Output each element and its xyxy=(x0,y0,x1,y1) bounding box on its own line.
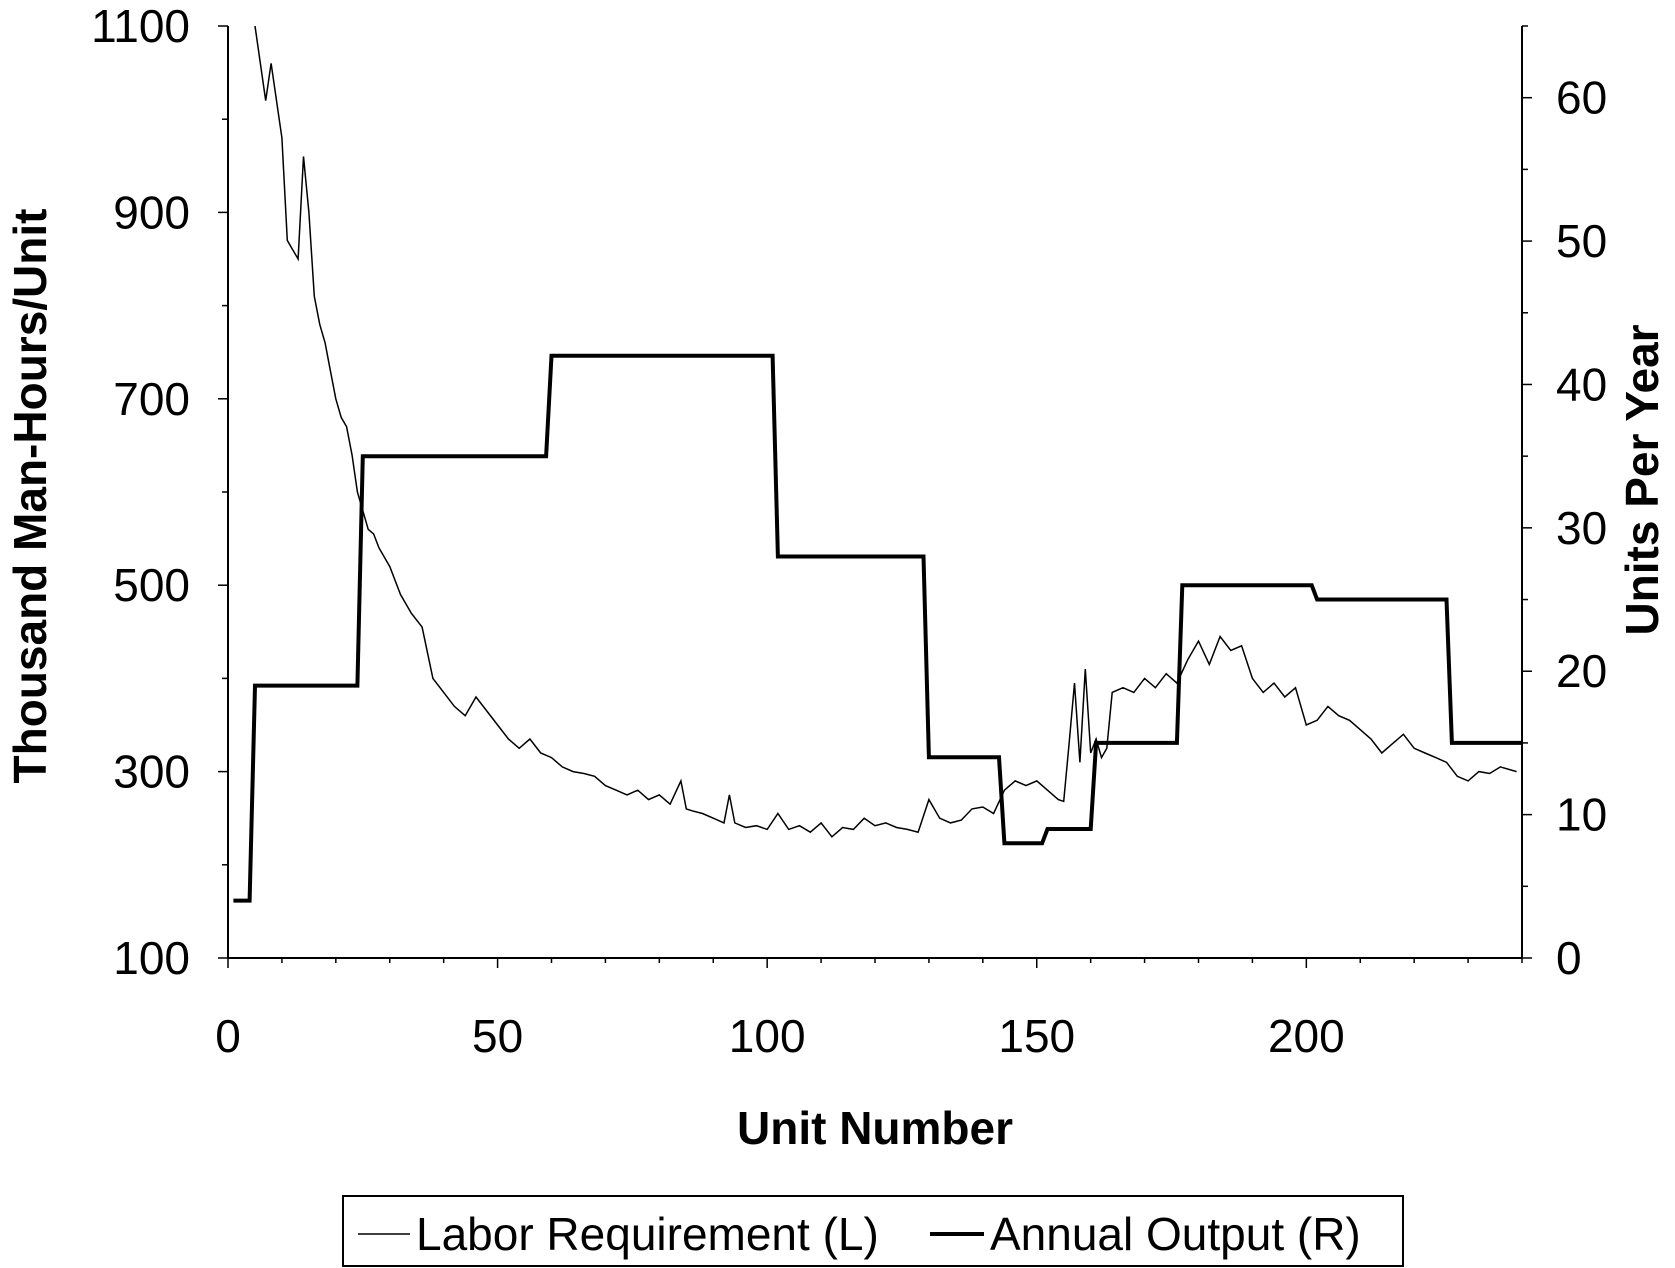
right-y-tick-label: 30 xyxy=(1556,502,1607,554)
x-axis-title: Unit Number xyxy=(737,1102,1013,1154)
left-y-tick-label: 100 xyxy=(113,932,190,984)
series-line-annual-output xyxy=(233,353,1522,903)
right-y-tick-label: 0 xyxy=(1556,932,1582,984)
series-layer xyxy=(233,25,1522,903)
legend-label-labor: Labor Requirement (L) xyxy=(416,1208,879,1260)
right-y-tick-label: 40 xyxy=(1556,358,1607,410)
series-line-labor-requirement xyxy=(254,25,1517,838)
x-tick-label: 0 xyxy=(215,1010,241,1062)
left-axis-title: Thousand Man-Hours/Unit xyxy=(4,209,56,784)
x-tick-label: 150 xyxy=(998,1010,1075,1062)
left-y-tick-label: 700 xyxy=(113,373,190,425)
left-y-tick-label: 1100 xyxy=(91,0,190,52)
right-y-tick-label: 10 xyxy=(1556,789,1607,841)
legend: Labor Requirement (L) Annual Output (R) xyxy=(342,1195,1404,1267)
x-tick-label: 50 xyxy=(472,1010,523,1062)
right-y-tick-label: 20 xyxy=(1556,645,1607,697)
left-y-tick-label: 500 xyxy=(113,559,190,611)
x-tick-label: 100 xyxy=(729,1010,806,1062)
axis-tick-labels: 0 50 100 150 200 100 300 500 700 900 1100 0 10 20 30 40… xyxy=(91,0,1607,1062)
right-axis-title: Units Per Year xyxy=(1616,324,1668,635)
left-y-tick-label: 300 xyxy=(113,746,190,798)
legend-label-output: Annual Output (R) xyxy=(990,1208,1361,1260)
x-tick-label: 200 xyxy=(1268,1010,1345,1062)
left-y-tick-label: 900 xyxy=(113,186,190,238)
axis-ticks xyxy=(218,25,1532,968)
right-y-tick-label: 50 xyxy=(1556,215,1607,267)
right-y-tick-label: 60 xyxy=(1556,72,1607,124)
legend-box xyxy=(342,1195,1404,1267)
